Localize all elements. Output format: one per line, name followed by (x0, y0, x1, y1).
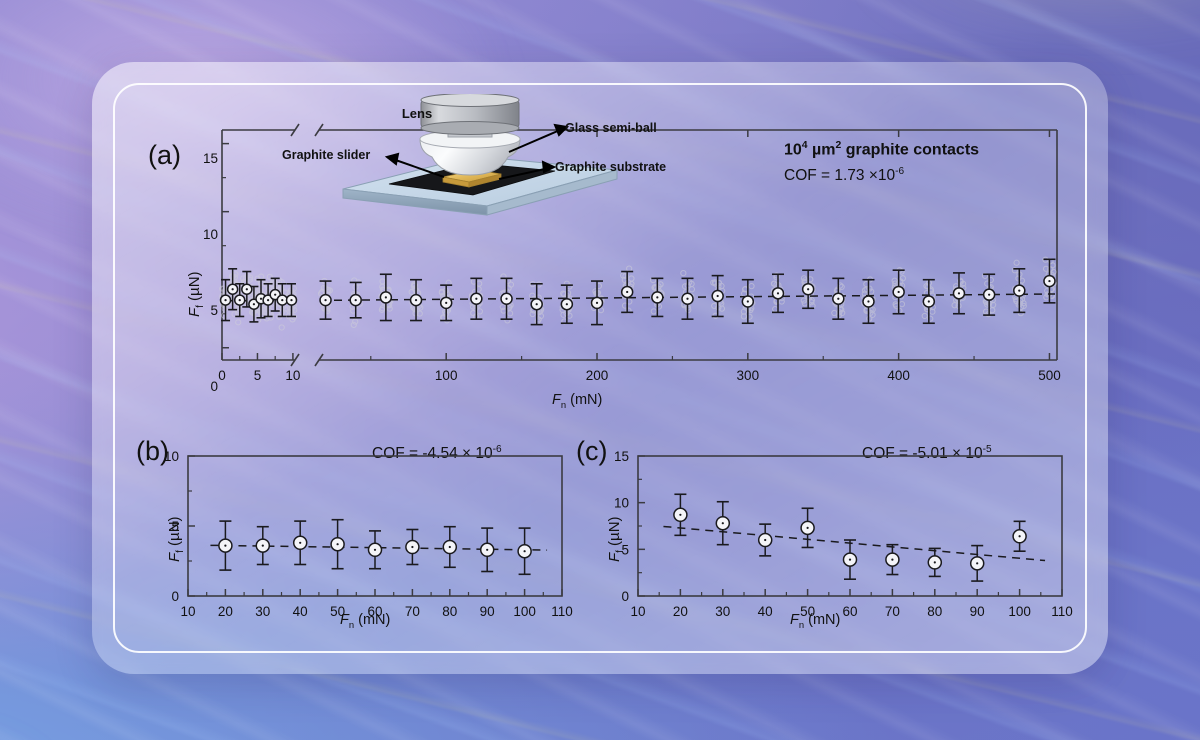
panel-a-annotation-cof: COF = 1.73 ×10-6 (784, 166, 905, 185)
inset-lens-label: Lens (401, 106, 433, 121)
svg-text:90: 90 (970, 604, 985, 619)
svg-text:110: 110 (1051, 604, 1073, 619)
panel-c-plot: 0 5 10 15 10 20 30 40 50 60 70 80 90 100 110 (614, 449, 1073, 619)
panel-a-annotation-contacts: 104 µm2 graphite contacts (784, 140, 980, 159)
svg-text:0: 0 (621, 589, 629, 604)
svg-text:40: 40 (293, 604, 308, 619)
svg-text:50: 50 (800, 604, 815, 619)
inset-drawing (342, 93, 618, 216)
card-inner-border (113, 83, 1087, 653)
panel-b-annotation-cof: COF = -4.54 × 10-6 (372, 444, 502, 463)
figure-container: (a) Ff (µN) 15 10 5 0 104 µm2 graphite c… (122, 92, 1078, 644)
panel-a-letter: (a) (148, 140, 181, 170)
svg-text:10: 10 (630, 604, 645, 619)
panel-b-x-axis-label: Fn (mN) (340, 612, 391, 630)
svg-text:100: 100 (1008, 604, 1031, 619)
svg-text:70: 70 (885, 604, 900, 619)
panel-b-letter: (b) (136, 436, 169, 466)
svg-text:15: 15 (614, 449, 629, 464)
svg-text:110: 110 (551, 604, 573, 619)
svg-text:30: 30 (715, 604, 730, 619)
svg-text:10: 10 (164, 449, 179, 464)
svg-text:90: 90 (480, 604, 495, 619)
panel-a-plot: 0 5 10 100 200 300 400 500 (218, 123, 1061, 383)
svg-text:60: 60 (367, 604, 382, 619)
panel-b-plot: 0 5 10 10 20 30 40 50 60 70 80 90 100 110 (164, 449, 573, 619)
svg-text:500: 500 (1038, 368, 1061, 383)
svg-text:80: 80 (927, 604, 942, 619)
panel-a-ytick-10: 10 (202, 227, 218, 242)
panel-a-ytick-0: 0 (210, 379, 218, 394)
panel-c-annotation-cof: COF = -5.01 × 10-5 (862, 444, 992, 463)
panel-b: (b) Ff (µN) COF = -4.54 × 10-6 0 5 10 10 20 3… (122, 430, 578, 644)
svg-text:10: 10 (285, 368, 300, 383)
inset-label-graphite-slider: Graphite slider (282, 148, 371, 162)
svg-text:300: 300 (737, 368, 760, 383)
panel-a-x-axis-label: Fn (mN) (552, 392, 603, 410)
svg-text:60: 60 (842, 604, 857, 619)
svg-text:70: 70 (405, 604, 420, 619)
panel-a-ytick-5: 5 (210, 303, 218, 318)
svg-text:100: 100 (513, 604, 536, 619)
svg-text:0: 0 (171, 589, 179, 604)
svg-text:10: 10 (180, 604, 195, 619)
panel-a-inset-schematic: Lens Glass semi-ball Graphite substrate … (277, 93, 677, 219)
panel-a-ytick-15: 15 (202, 151, 218, 166)
svg-text:50: 50 (330, 604, 345, 619)
svg-text:20: 20 (218, 604, 233, 619)
inset-label-graphite-substrate: Graphite substrate (555, 160, 667, 174)
panel-a: (a) Ff (µN) 15 10 5 0 104 µm2 graphite c… (122, 92, 1078, 422)
panel-c-x-axis-label: Fn (mN) (790, 612, 841, 630)
svg-text:5: 5 (254, 368, 262, 383)
panel-c-letter: (c) (576, 436, 608, 466)
svg-text:200: 200 (586, 368, 609, 383)
inset-label-glass-semi-ball: Glass semi-ball (565, 121, 657, 135)
svg-text:5: 5 (621, 542, 629, 557)
svg-text:5: 5 (171, 519, 179, 534)
svg-text:80: 80 (442, 604, 457, 619)
svg-text:30: 30 (255, 604, 270, 619)
svg-text:40: 40 (758, 604, 773, 619)
svg-text:0: 0 (218, 368, 226, 383)
svg-text:400: 400 (887, 368, 910, 383)
svg-text:20: 20 (673, 604, 688, 619)
svg-text:10: 10 (614, 496, 629, 511)
figure-card: (a) Ff (µN) 15 10 5 0 104 µm2 graphite c… (92, 62, 1108, 674)
panel-c: (c) Ff (µN) COF = -5.01 × 10-5 0 5 10 15 10 2… (562, 430, 1078, 644)
svg-text:100: 100 (435, 368, 458, 383)
